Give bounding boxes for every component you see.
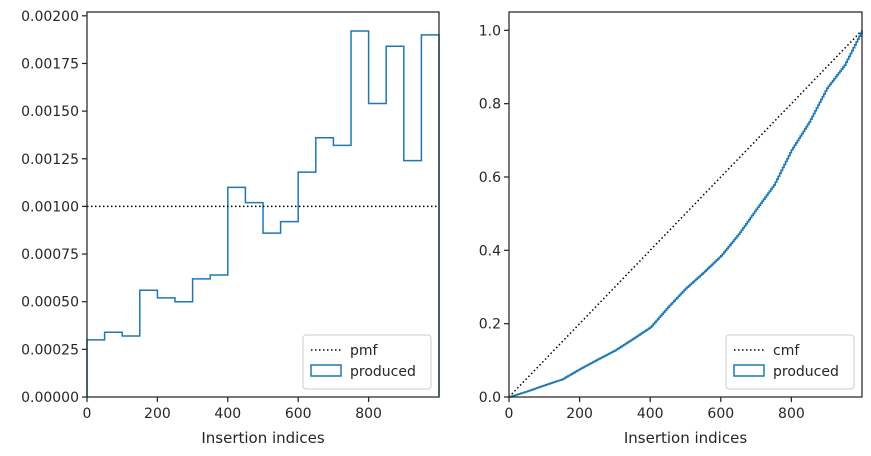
x-tick-label: 800 — [355, 406, 382, 422]
legend-produced-key — [310, 364, 342, 377]
produced-cumulative-step — [509, 30, 863, 398]
x-axis-label: Insertion indices — [624, 429, 747, 447]
legend-pmf-label: pmf — [350, 343, 379, 359]
y-tick-label: 0.00050 — [21, 295, 79, 311]
cmf-line — [508, 29, 863, 398]
legend-cmf-label: cmf — [773, 343, 800, 359]
legend-produced-key — [733, 364, 765, 377]
y-tick-label: 0.00200 — [21, 9, 79, 25]
x-tick-label: 400 — [214, 406, 241, 422]
y-tick-label: 0.0 — [479, 390, 501, 406]
x-tick-label: 600 — [707, 406, 734, 422]
y-tick-label: 0.00075 — [21, 247, 79, 263]
produced-histogram-step — [86, 30, 440, 397]
y-tick-label: 0.8 — [479, 97, 501, 113]
legend-produced-label: produced — [773, 364, 839, 380]
y-tick-label: 0.00150 — [21, 104, 79, 120]
axes-frame — [86, 11, 440, 398]
y-tick-label: 0.00025 — [21, 342, 79, 358]
x-tick-label: 0 — [505, 406, 514, 422]
x-axis-label: Insertion indices — [201, 429, 324, 447]
legend: cmf produced — [725, 334, 855, 390]
pmf-histogram-panel: 0 200 400 600 800 0.00000 0.00025 0.00050 0.0007… — [21, 9, 440, 447]
y-tick-label: 0.00125 — [21, 152, 79, 168]
x-tick-label: 800 — [778, 406, 805, 422]
y-tick-label: 0.2 — [479, 317, 501, 333]
cmf-cumulative-panel: 0 200 400 600 800 0.0 0.2 0.4 0.6 0.8 1.0 Insertio… — [479, 11, 863, 447]
y-tick-label: 1.0 — [479, 23, 501, 39]
legend: pmf produced — [302, 334, 432, 390]
legend-produced-label: produced — [350, 364, 416, 380]
y-tick-label: 0.6 — [479, 170, 501, 186]
x-tick-label: 400 — [637, 406, 664, 422]
y-tick-label: 0.00100 — [21, 199, 79, 215]
x-tick-label: 200 — [144, 406, 171, 422]
x-tick-label: 0 — [83, 406, 92, 422]
y-tick-label: 0.4 — [479, 243, 501, 259]
x-tick-label: 600 — [285, 406, 312, 422]
y-tick-label: 0.00000 — [21, 390, 79, 406]
y-tick-label: 0.00175 — [21, 56, 79, 72]
axes-frame — [508, 11, 863, 398]
x-tick-label: 200 — [566, 406, 593, 422]
